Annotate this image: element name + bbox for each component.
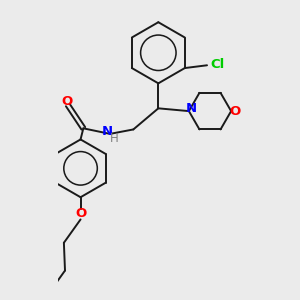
- Text: N: N: [185, 102, 197, 116]
- Text: Cl: Cl: [210, 58, 224, 71]
- Text: O: O: [61, 94, 72, 108]
- Text: H: H: [110, 132, 118, 145]
- Text: O: O: [230, 105, 241, 118]
- Text: O: O: [75, 207, 86, 220]
- Text: N: N: [102, 125, 113, 138]
